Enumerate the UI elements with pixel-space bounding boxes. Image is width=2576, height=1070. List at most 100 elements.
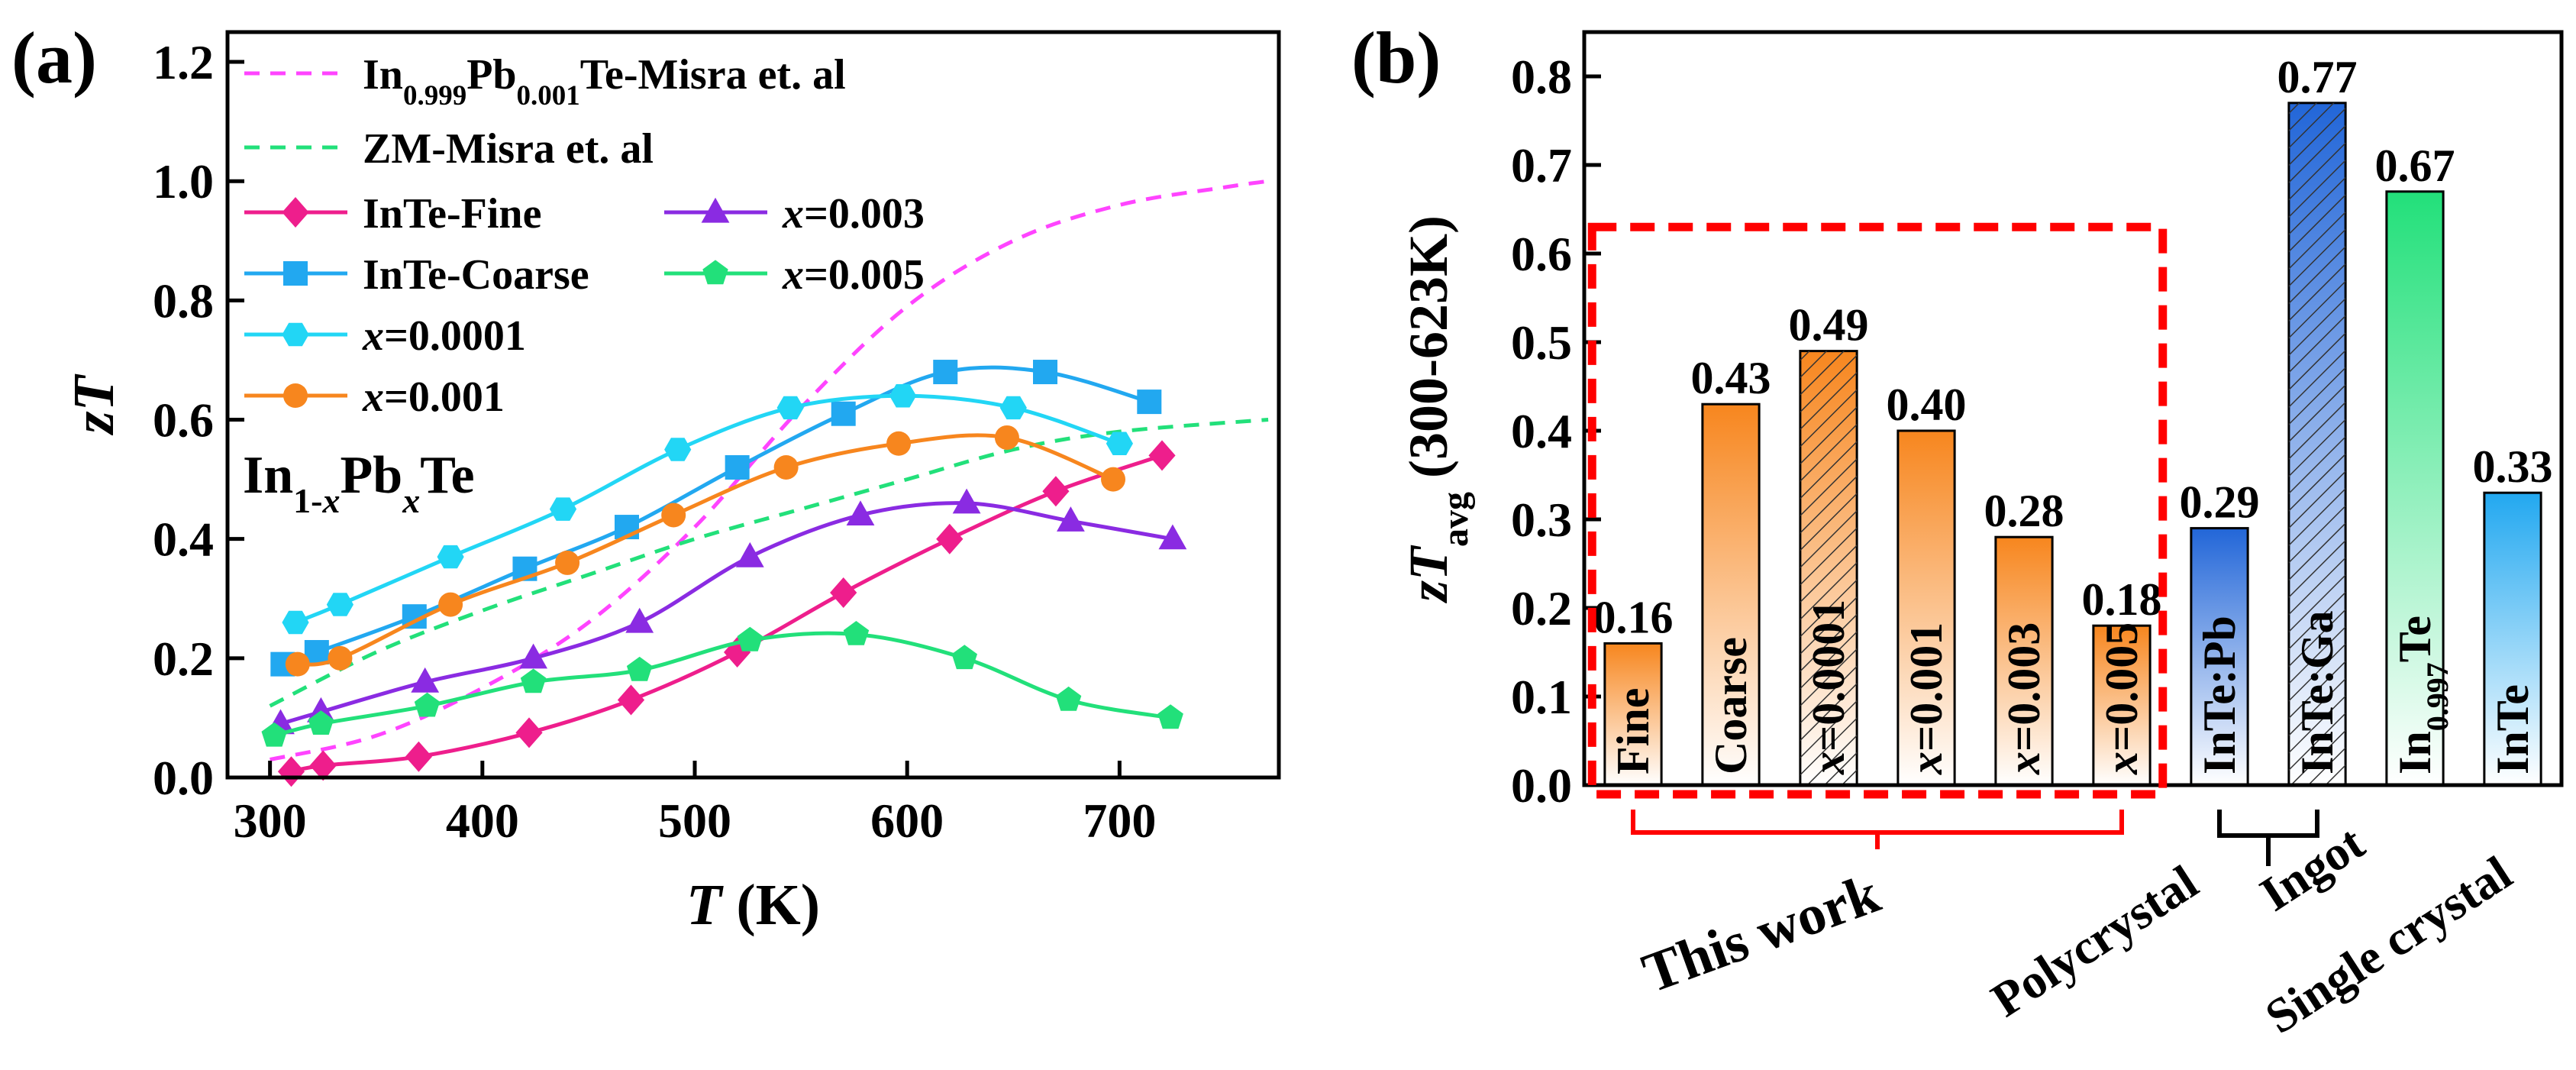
data-point [411,667,440,693]
x-tick-label: 600 [870,794,944,848]
composition-annotation: In1-xPbxTe [243,446,475,520]
bar-value-label: 0.33 [2473,441,2553,492]
data-point [952,488,981,514]
y-tick-label: 0.8 [1511,50,1572,104]
x-tick-label: 500 [658,794,731,848]
bar [2483,491,2542,787]
y-tick-label: 0.0 [153,751,214,805]
bar [2385,190,2445,787]
group-label-ingot: Ingot [2251,815,2374,921]
data-point [933,360,958,385]
y-tick-label: 0.4 [1511,404,1572,458]
data-point [405,741,432,772]
bar-value-label: 0.49 [1789,300,1869,351]
data-point [999,396,1027,420]
bar-category-label: x=0.003 [1999,622,2049,775]
data-point [520,668,547,693]
data-point [1157,704,1183,729]
data-point [277,756,305,787]
data-point [1106,432,1133,455]
legend-entry: ZM-Misra et. al [244,125,654,173]
legend-marker [283,383,308,408]
data-point [555,550,580,575]
legend-label: x=0.003 [782,190,925,238]
y-tick-label: 0.2 [1511,581,1572,635]
bar-value-label: 0.16 [1593,592,1674,642]
x-tick-label: 300 [234,794,307,848]
bar-value-label: 0.43 [1691,353,1771,403]
panel-label-b: (b) [1351,17,1441,99]
x-axis-label: T (K) [686,873,820,937]
y-tick-label: 0.1 [1511,670,1572,724]
data-point [843,621,870,645]
data-point [886,431,912,456]
data-point [737,626,763,651]
bar-hatch [2288,102,2346,786]
group-label-polycrystal: Polycrystal [1982,855,2207,1027]
data-point [414,692,441,717]
data-point [326,593,353,616]
data-point [776,396,804,420]
data-point [936,523,964,554]
legend-label: ZM-Misra et. al [363,125,654,173]
bar [1994,535,2054,787]
bar-category-label: In0.997Te [2390,616,2455,774]
bar-value-label: 0.29 [2180,477,2260,528]
y-tick-label: 0.8 [153,273,214,328]
data-point [285,651,310,677]
data-point [1101,467,1126,492]
bar-value-label: 0.67 [2375,141,2455,191]
legend-entry: In0.999Pb0.001Te-Misra et. al [244,51,846,112]
plot-frame [225,30,1281,780]
data-point [519,643,547,669]
data-point [625,607,654,633]
this-work-bracket [1631,810,2124,849]
data-point [831,401,856,426]
legend-entry: InTe-Fine [244,190,541,238]
y-tick-label: 0.2 [153,632,214,686]
y-tick-label: 1.0 [153,154,214,209]
data-point [830,577,857,608]
data-point [1057,506,1085,532]
y-tick-label: 0.7 [1511,138,1572,192]
bar-value-label: 0.40 [1887,380,1967,430]
bar-category-label: Coarse [1706,637,1756,774]
data-point [328,645,353,671]
bar-category-label: Fine [1608,688,1658,774]
legend-entry: x=0.001 [244,373,505,421]
bar-category-label: InTe:Pb [2194,616,2245,774]
data-point [617,684,645,716]
legend-entry: x=0.005 [664,251,925,299]
data-point [308,710,334,735]
y-tick-label: 0.3 [1511,493,1572,547]
bar-value-label: 0.18 [2082,574,2162,625]
y-tick-label: 0.5 [1511,315,1572,370]
legend-marker [283,261,308,286]
series-line [273,631,1171,738]
data-point [282,610,309,635]
bar-hatch [1800,351,1858,786]
data-point [1137,390,1162,415]
bar-value-label: 0.77 [2277,52,2358,102]
data-point [1042,476,1070,507]
legend-label: In0.999Pb0.001Te-Misra et. al [363,51,846,112]
bar-category-label: x=0.001 [1901,622,1951,775]
plot-frame [1582,30,2564,787]
data-point [773,454,799,480]
data-point [261,722,287,747]
y-axis-label: zT [62,373,126,436]
bar-value-label: 0.28 [1984,486,2064,536]
data-point [437,545,464,569]
legend-label: InTe-Coarse [363,251,589,299]
bar [2092,624,2152,787]
bar-category-label: InTe:Ga [2292,610,2342,774]
y-tick-label: 1.2 [153,35,214,89]
legend-label: x=0.0001 [362,312,526,360]
group-label-this-work: This work [1635,861,1888,1005]
bar-category-label: x=0.0001 [1803,600,1854,775]
data-point [1055,686,1082,711]
series-line [269,418,1269,708]
legend-marker [702,260,728,285]
legend-label: x=0.005 [782,251,925,299]
data-point [846,500,875,525]
